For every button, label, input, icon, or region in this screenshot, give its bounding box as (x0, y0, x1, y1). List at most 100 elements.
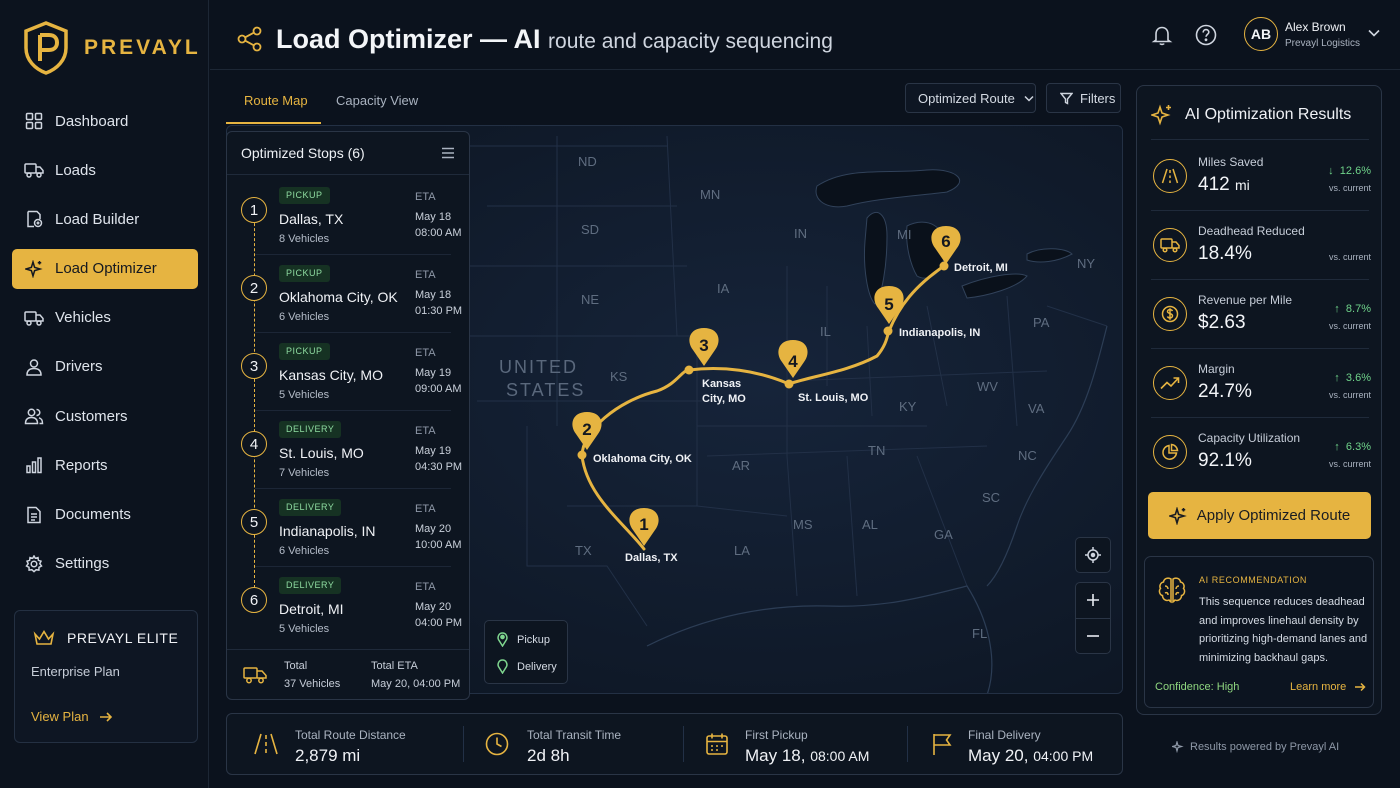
sidebar-item-drivers[interactable]: Drivers (12, 347, 198, 387)
arrow-down-icon: ↓ (1328, 165, 1334, 177)
marker-number: 5 (884, 295, 893, 314)
ai-recommendation-card: AI RECOMMENDATION This sequence reduces … (1144, 556, 1374, 708)
stat-value-date: May 18, (745, 746, 806, 765)
stop-item[interactable]: 3 PICKUP Kansas City, MO 5 Vehicles ETA … (227, 333, 469, 411)
zoom-out-button[interactable] (1076, 617, 1110, 653)
stop-city: Detroit, MI (279, 601, 344, 617)
stop-item[interactable]: 5 DELIVERY Indianapolis, IN 6 Vehicles E… (227, 489, 469, 567)
sidebar-item-dashboard[interactable]: Dashboard (12, 101, 198, 141)
marker-number: 2 (582, 420, 591, 439)
country-label-line-1: UNITED (499, 357, 578, 377)
divider (1151, 348, 1369, 349)
state-label: NY (1077, 256, 1095, 271)
sidebar-item-load-builder[interactable]: Load Builder (12, 199, 198, 239)
legend-delivery-label: Delivery (517, 660, 557, 673)
stop-item[interactable]: 6 DELIVERY Detroit, MI 5 Vehicles ETA Ma… (227, 567, 469, 645)
stat-first-pickup: First Pickup May 18, 08:00 AM (683, 714, 907, 774)
stop-vehicles: 7 Vehicles (279, 467, 330, 479)
crosshair-icon (1085, 547, 1101, 563)
sidebar: PREVAYL Dashboard Loads Load Builder Loa… (0, 0, 209, 788)
brand-logo[interactable]: PREVAYL (22, 20, 201, 76)
sidebar-item-reports[interactable]: Reports (12, 445, 198, 485)
route-label-okc: Oklahoma City, OK (593, 453, 692, 465)
filters-button[interactable]: Filters (1046, 83, 1121, 113)
state-label: GA (934, 527, 953, 542)
divider (1151, 210, 1369, 211)
arrow-right-icon (99, 711, 112, 722)
truck-icon (1153, 228, 1187, 262)
state-label: LA (734, 543, 750, 558)
stop-city: Dallas, TX (279, 211, 344, 227)
map-marker-1[interactable]: 1 (629, 508, 659, 546)
stop-eta: May 19 04:30 PM (415, 443, 462, 475)
sidebar-item-customers[interactable]: Customers (12, 396, 198, 436)
metric-unit: mi (1234, 177, 1250, 193)
stat-value: 2,879 mi (295, 746, 361, 765)
page-subtitle: route and capacity sequencing (548, 30, 833, 53)
brand-name: PREVAYL (84, 36, 201, 59)
legend-pickup: Pickup (497, 632, 550, 647)
route-select[interactable]: Optimized Route (905, 83, 1036, 113)
gear-icon (24, 554, 44, 574)
marker-number: 6 (941, 232, 950, 251)
state-labels: ND MN SD IN MI NY NE IA PA IL KS WV VA K… (575, 154, 1095, 641)
document-icon (24, 505, 44, 525)
stat-value: May 18, 08:00 AM (745, 746, 869, 766)
bar-chart-icon (24, 455, 44, 475)
stop-item[interactable]: 1 PICKUP Dallas, TX 8 Vehicles ETA May 1… (227, 177, 469, 255)
menu-icon[interactable] (441, 147, 455, 159)
optimized-stops-panel: Optimized Stops (6) 1 PICKUP Dallas, TX … (226, 131, 470, 700)
learn-more-label: Learn more (1290, 681, 1347, 693)
route-label-indy: Indianapolis, IN (899, 327, 980, 339)
stops-panel-header: Optimized Stops (6) (227, 132, 469, 175)
metric-revenue-per-mile: Revenue per Mile $2.63 ↑ 8.7% vs. curren… (1151, 291, 1371, 359)
sidebar-item-load-optimizer[interactable]: Load Optimizer (12, 248, 198, 289)
metric-label: Margin (1198, 362, 1235, 376)
stop-eta-time: 04:30 PM (415, 461, 463, 473)
map-marker-2[interactable]: 2 (572, 412, 602, 450)
tab-capacity-view[interactable]: Capacity View (336, 93, 419, 108)
truck-icon (24, 308, 44, 328)
dollar-icon (1153, 297, 1187, 331)
stop-item[interactable]: 2 PICKUP Oklahoma City, OK 6 Vehicles ET… (227, 255, 469, 333)
apply-optimized-route-button[interactable]: Apply Optimized Route (1148, 492, 1371, 539)
ai-panel-header: AI Optimization Results (1151, 104, 1351, 126)
powered-by: Results powered by Prevayl AI (1172, 741, 1339, 753)
marker-number: 4 (788, 352, 798, 371)
stop-eta: May 18 08:00 AM (415, 209, 461, 241)
avatar[interactable]: AB (1244, 17, 1278, 51)
stop-eta-date: May 19 (415, 445, 452, 457)
map-marker-3[interactable]: 3 (689, 328, 719, 366)
stops-panel-title: Optimized Stops (6) (241, 145, 365, 161)
crown-icon (33, 629, 55, 645)
user-org: Prevayl Logistics (1285, 38, 1361, 49)
metric-miles-saved: Miles Saved 412 mi ↓ 12.6% vs. current (1151, 153, 1371, 221)
zoom-in-button[interactable] (1076, 583, 1110, 618)
top-header: Load Optimizer — AI route and capacity s… (210, 0, 1400, 70)
stop-eta-label: ETA (415, 269, 436, 281)
sidebar-item-settings[interactable]: Settings (12, 544, 198, 584)
map-marker-4[interactable]: 4 (778, 340, 808, 378)
divider (907, 726, 908, 762)
locate-button[interactable] (1075, 537, 1111, 573)
divider (463, 726, 464, 762)
plan-title: PREVAYL ELITE (67, 630, 179, 646)
sidebar-item-documents[interactable]: Documents (12, 495, 198, 535)
bell-icon[interactable] (1151, 24, 1173, 46)
map-marker-6[interactable]: 6 (931, 226, 961, 264)
state-label: TX (575, 543, 592, 558)
stop-vehicles: 5 Vehicles (279, 389, 330, 401)
stat-total-transit-time: Total Transit Time 2d 8h (463, 714, 683, 774)
stop-item[interactable]: 4 DELIVERY St. Louis, MO 7 Vehicles ETA … (227, 411, 469, 489)
view-plan-link[interactable]: View Plan (31, 709, 113, 724)
help-icon[interactable] (1195, 24, 1217, 46)
learn-more-link[interactable]: Learn more (1290, 681, 1366, 693)
sidebar-item-loads[interactable]: Loads (12, 150, 198, 190)
metric-compare: vs. current (1328, 183, 1371, 193)
chevron-down-icon[interactable] (1368, 29, 1380, 37)
metric-label: Miles Saved (1198, 155, 1264, 169)
tab-route-map[interactable]: Route Map (244, 93, 308, 108)
map-marker-5[interactable]: 5 (874, 286, 904, 324)
stat-value: May 20, 04:00 PM (968, 746, 1093, 766)
sidebar-item-vehicles[interactable]: Vehicles (12, 298, 198, 338)
